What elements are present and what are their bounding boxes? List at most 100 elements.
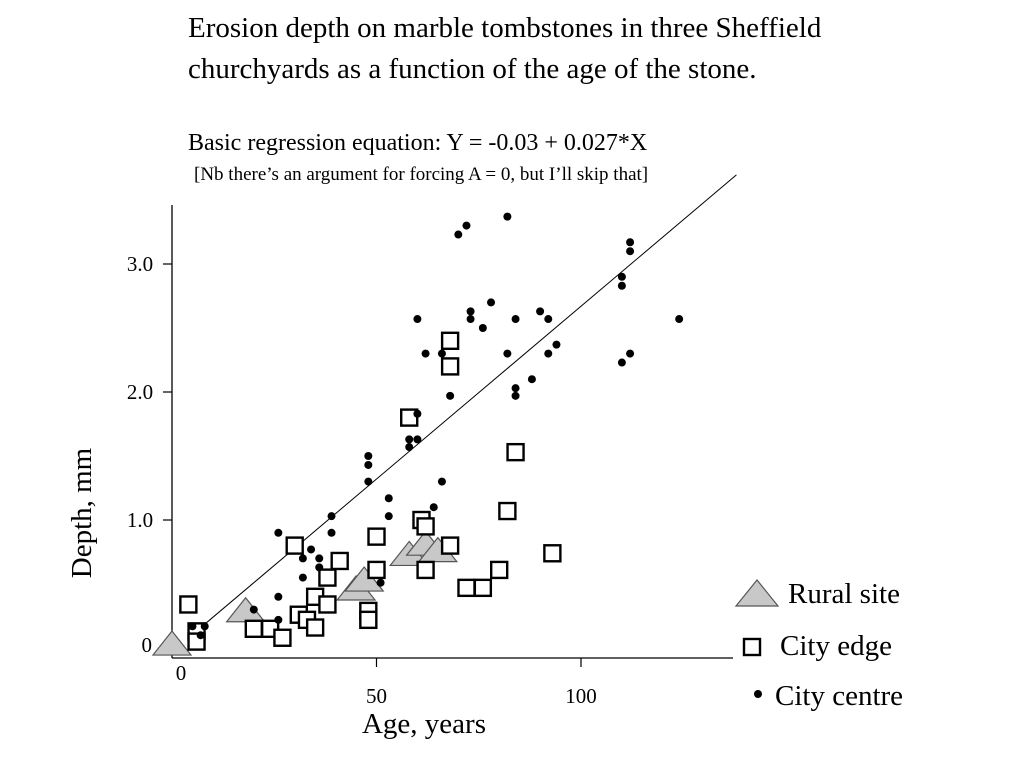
dot-point [675, 315, 684, 324]
axes [171, 205, 733, 659]
dot-point [364, 452, 373, 460]
legend-label: City centre [775, 680, 903, 712]
dot-point [274, 592, 283, 601]
dot-point [200, 622, 209, 631]
square-point [473, 578, 493, 598]
series-city-centre [188, 212, 684, 640]
square-point [330, 551, 349, 571]
dot-point [544, 315, 553, 324]
regression-line [204, 174, 737, 625]
square-point [244, 619, 264, 638]
dot-point [405, 435, 414, 444]
dot-point [274, 528, 283, 537]
dot-point [511, 391, 520, 400]
square-point [367, 560, 386, 580]
y-axis-label: Depth, mm [66, 447, 98, 578]
dot-point [364, 460, 373, 469]
square-point [359, 610, 378, 630]
dot-point [274, 615, 283, 624]
dot-point [536, 307, 545, 316]
dot-point [437, 477, 446, 486]
triangle-point [151, 630, 193, 656]
square-point [490, 560, 509, 580]
dot-point [298, 573, 307, 582]
series-city-edge [179, 331, 562, 651]
square-point [273, 628, 292, 647]
square-point [457, 578, 476, 598]
dot-point [478, 324, 487, 332]
square-point [440, 331, 460, 350]
data-points [151, 212, 684, 656]
legend-label: Rural site [788, 578, 900, 610]
dot-point [617, 358, 626, 367]
square-point [543, 544, 562, 563]
regression-note: [Nb there’s an argument for forcing A = … [194, 164, 649, 185]
chart-title: Erosion depth on marble tombstones in th… [188, 12, 822, 85]
dot-point [307, 545, 316, 554]
dot-point [384, 494, 393, 503]
dot-point [511, 384, 520, 393]
square-point [498, 501, 517, 521]
dot-point [188, 622, 197, 631]
regression-line-group [204, 174, 737, 625]
dot-point [405, 443, 414, 452]
dot-point [327, 512, 336, 521]
dot-point [617, 272, 626, 281]
square-point [440, 536, 460, 555]
x-tick-label: 100 [565, 684, 597, 708]
dot-point [364, 477, 373, 486]
dot-point [421, 349, 430, 358]
dot-point [327, 528, 336, 537]
dot-point [466, 307, 475, 316]
dot-point [315, 554, 324, 563]
dot-point [384, 512, 393, 521]
y-tick-label: 3.0 [127, 252, 153, 276]
square-point [285, 536, 304, 555]
dot-point [503, 212, 512, 221]
dot-point [454, 230, 463, 239]
dot-point [503, 349, 512, 358]
square-point [318, 568, 337, 587]
dot-point [446, 391, 455, 400]
square-point [318, 595, 337, 614]
dot-point [376, 578, 385, 587]
axis-ticks: 0 1.0 2.0 3.0 0 50 100 [127, 252, 597, 708]
dot-point [413, 435, 422, 444]
dot-point [617, 281, 626, 290]
dot-point [466, 315, 475, 324]
dot-point [626, 238, 635, 247]
dot-point [626, 247, 635, 256]
dot-point [413, 409, 422, 418]
square-point [440, 357, 460, 376]
dot-point [196, 631, 205, 640]
regression-equation: Basic regression equation: Y = -0.03 + 0… [188, 130, 648, 156]
legend-triangle-icon [734, 579, 780, 607]
dot-point [626, 349, 635, 358]
series-rural-site [151, 530, 459, 656]
square-point [179, 595, 198, 614]
square-point [367, 527, 386, 546]
square-point [305, 618, 325, 637]
dot-point [298, 554, 307, 563]
y-tick-label: 1.0 [127, 508, 153, 532]
legend: Rural site City edge City centre [734, 578, 903, 712]
legend-square-icon [742, 637, 762, 657]
dot-point [527, 375, 536, 384]
dot-point [511, 315, 520, 324]
legend-label: City edge [780, 630, 892, 662]
x-tick-label: 50 [366, 684, 387, 708]
x-axis-label: Age, years [362, 708, 486, 740]
dot-point [487, 298, 496, 307]
y-tick-label: 2.0 [127, 380, 153, 404]
square-point [506, 442, 525, 462]
legend-dot-icon [754, 690, 762, 698]
square-point [416, 517, 435, 536]
dot-point [544, 349, 553, 358]
dot-point [249, 605, 258, 614]
dot-point [462, 221, 471, 230]
dot-point [552, 340, 561, 349]
x-tick-label: 0 [176, 661, 187, 685]
dot-point [315, 563, 324, 572]
y-tick-label: 0 [142, 633, 153, 657]
